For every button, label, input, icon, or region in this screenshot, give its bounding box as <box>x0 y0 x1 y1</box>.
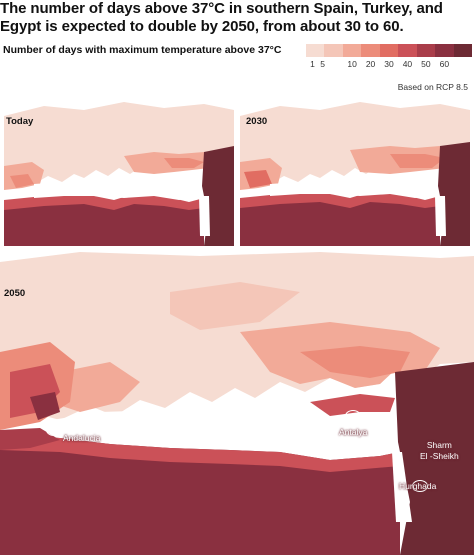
legend-swatch-6 <box>416 44 436 57</box>
hurghada-marker <box>412 480 428 492</box>
city-label-sharm-line2: El -Sheikh <box>420 451 459 461</box>
city-label-sharm: Sharm El -Sheikh <box>420 440 459 462</box>
legend-swatch-4 <box>379 44 399 57</box>
map-panel-today: Today <box>4 96 234 246</box>
color-legend: 1 5 10 20 30 40 50 60 <box>306 44 472 71</box>
panel-label-today: Today <box>6 116 34 127</box>
legend-tick-40: 40 <box>402 59 413 69</box>
map-today <box>4 96 234 246</box>
panel-label-2030: 2030 <box>246 116 268 127</box>
scenario-note: Based on RCP 8.5 <box>397 82 468 92</box>
map-panel-2050: 2050 Andalucia Antalya Sharm El -Sheikh … <box>0 252 474 555</box>
legend-ticks: 1 5 10 20 30 40 50 60 <box>306 59 472 71</box>
city-label-andalucia: Andalucia <box>63 433 101 443</box>
legend-tick-30: 30 <box>384 59 394 69</box>
legend-swatch-7 <box>435 44 454 57</box>
legend-tick-60: 60 <box>439 59 450 69</box>
city-label-antalya: Antalya <box>339 427 368 437</box>
legend-swatch-3 <box>361 44 380 57</box>
map-panel-2030: 2030 <box>240 96 470 246</box>
city-label-sharm-line1: Sharm <box>426 440 452 450</box>
legend-swatch-5 <box>398 44 417 57</box>
andalucia-marker <box>46 424 62 436</box>
legend-tick-10: 10 <box>347 59 357 69</box>
legend-swatch-2 <box>342 44 362 57</box>
legend-swatch-1 <box>324 44 343 57</box>
map-2050 <box>0 252 474 555</box>
legend-color-bar <box>306 44 472 57</box>
map-2030 <box>240 96 470 246</box>
legend-tick-20: 20 <box>365 59 376 69</box>
panel-label-2050: 2050 <box>4 288 26 299</box>
legend-title: Number of days with maximum temperature … <box>3 44 282 56</box>
page-title: The number of days above 37°C in souther… <box>0 0 443 35</box>
legend-tick-5: 5 <box>320 59 325 69</box>
legend-tick-1: 1 <box>310 59 315 69</box>
legend-swatch-0 <box>306 44 325 57</box>
legend-swatch-8 <box>453 44 472 57</box>
city-label-hurghada: Hurghada <box>399 481 437 491</box>
antalya-marker <box>345 410 361 422</box>
legend-tick-50: 50 <box>421 59 431 69</box>
